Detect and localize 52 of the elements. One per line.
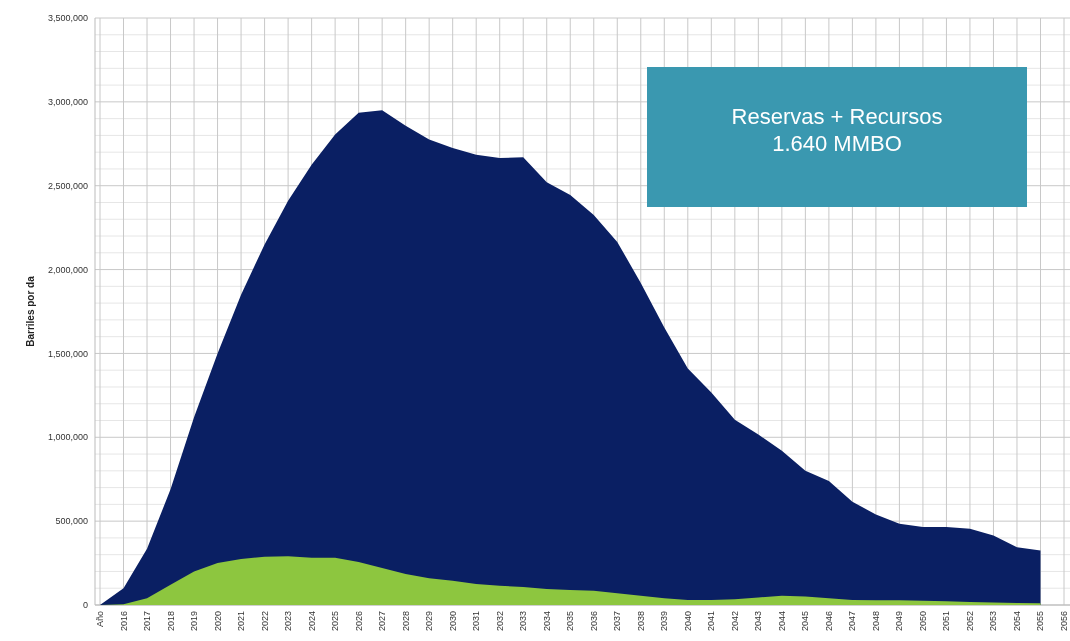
x-tick-label: 2038 [635,611,646,632]
x-tick-label: 2017 [142,611,153,632]
x-tick-label: Año [95,611,105,628]
x-tick-label: 2016 [118,611,129,632]
x-tick-label: 2047 [847,611,858,632]
x-tick-label: 2051 [941,611,952,632]
x-tick-label: 2019 [189,611,200,632]
x-tick-label: 2056 [1059,611,1069,632]
y-tick-label: 3,000,000 [47,97,88,108]
x-tick-label: 2031 [471,611,482,632]
x-tick-label: 2026 [353,611,364,632]
x-tick-label: 2055 [1035,611,1046,632]
x-tick-label: 2036 [588,611,599,632]
x-tick-label: 2040 [682,611,693,632]
x-tick-label: 2041 [706,611,717,632]
x-tick-label: 2032 [494,611,505,632]
x-tick-label: 2024 [306,611,317,632]
x-tick-label: 2033 [518,611,529,632]
y-tick-label: 1,500,000 [47,348,88,359]
x-tick-label: 2018 [165,611,176,632]
x-tick-label: 2054 [1011,611,1022,632]
x-tick-label: 2034 [541,611,552,632]
y-tick-label: 500,000 [55,516,88,527]
annotation: Reservas + Recursos 1.640 MMBO [731,104,943,156]
x-tick-label: 2046 [823,611,834,632]
x-tick-label: 2052 [964,611,975,632]
y-tick-label: 0 [82,600,88,611]
x-tick-label: 2020 [212,611,223,632]
x-tick-label: 2050 [917,611,928,632]
y-tick-label: 2,500,000 [47,180,88,191]
x-tick-label: 2045 [800,611,811,632]
x-tick-label: 2049 [894,611,905,632]
x-tick-label: 2037 [612,611,623,632]
y-tick-label: 3,500,000 [47,13,88,24]
x-tick-label: 2022 [259,611,270,632]
y-axis-title: Barriles por da [25,275,36,347]
x-tick-label: 2048 [870,611,881,632]
y-tick-label: 1,000,000 [47,432,88,443]
x-tick-label: 2021 [236,611,247,632]
x-tick-label: 2028 [400,611,411,632]
x-tick-label: 2023 [283,611,294,632]
x-tick-label: 2044 [776,611,787,632]
x-tick-label: 2043 [753,611,764,632]
x-tick-label: 2029 [424,611,435,632]
x-tick-label: 2035 [565,611,576,632]
x-tick-label: 2042 [729,611,740,632]
x-tick-label: 2053 [988,611,999,632]
y-tick-label: 2,000,000 [47,264,88,275]
x-tick-label: 2030 [447,611,458,632]
x-tick-label: 2025 [330,611,341,632]
x-tick-label: 2027 [377,611,388,632]
x-tick-label: 2039 [659,611,670,632]
